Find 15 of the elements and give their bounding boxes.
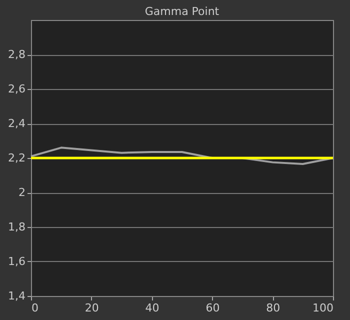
x-tick-label: 60 — [206, 302, 220, 314]
y-tick-label: 1,6 — [8, 255, 26, 268]
x-tick-label: 40 — [145, 302, 160, 314]
x-tick-label: 100 — [312, 302, 334, 314]
y-tick-label: 1,4 — [8, 290, 26, 302]
chart-title: Gamma Point — [144, 5, 220, 18]
y-tick-label: 2,6 — [8, 82, 26, 96]
y-tick-label: 2,8 — [8, 48, 26, 61]
y-tick-label: 1,8 — [8, 220, 26, 234]
y-tick-label: 2 — [18, 186, 26, 199]
y-tick-label: 2,2 — [8, 152, 26, 164]
x-tick-label: 20 — [84, 302, 99, 314]
x-tick-label: 80 — [266, 302, 280, 314]
x-tick-label: 0 — [32, 302, 38, 314]
y-tick-label: 2,4 — [8, 117, 26, 130]
